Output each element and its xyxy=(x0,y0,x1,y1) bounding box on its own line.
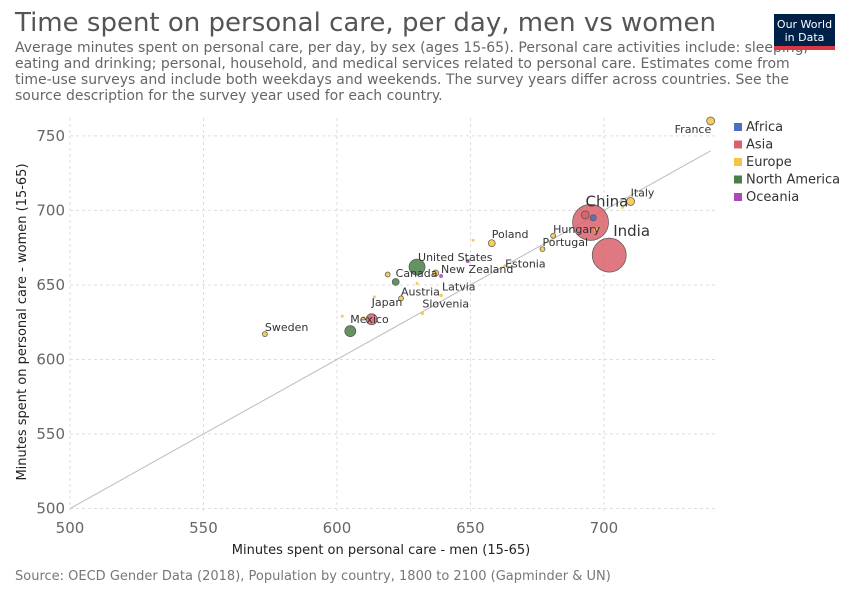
y-tick-label: 600 xyxy=(36,350,65,368)
data-point xyxy=(589,214,597,222)
point-label: Austria xyxy=(401,285,440,298)
data-point xyxy=(372,295,376,299)
data-points xyxy=(262,116,716,338)
point-label: New Zealand xyxy=(441,263,513,276)
data-point xyxy=(593,227,598,232)
grid-lines xyxy=(69,118,716,513)
point-label: France xyxy=(675,123,712,136)
legend: Africa Asia Europe North America Oceania xyxy=(734,120,840,205)
point-label: Japan xyxy=(371,296,403,309)
data-point xyxy=(439,274,444,278)
point-label: Latvia xyxy=(442,280,476,293)
chart-title: Time spent on personal care, per day, me… xyxy=(15,8,716,38)
data-point xyxy=(398,295,404,302)
x-tick-label: 700 xyxy=(590,519,619,537)
legend-swatch xyxy=(734,140,742,149)
data-point xyxy=(408,258,426,276)
point-label: China xyxy=(586,192,629,210)
data-point xyxy=(439,293,443,298)
point-label: Mexico xyxy=(350,313,389,326)
point-label: Hungary xyxy=(553,223,600,236)
data-point xyxy=(503,264,507,268)
data-point xyxy=(344,325,357,338)
data-point xyxy=(621,205,625,209)
point-label: Italy xyxy=(631,186,655,199)
our-world-in-data-logo[interactable]: Our World in Data xyxy=(774,14,835,50)
source-note: Source: OECD Gender Data (2018), Populat… xyxy=(15,569,611,584)
data-point xyxy=(706,116,716,126)
y-tick-label: 750 xyxy=(36,127,65,145)
point-label: Canada xyxy=(396,267,438,280)
x-tick-label: 500 xyxy=(56,519,85,537)
legend-item[interactable]: Oceania xyxy=(746,190,799,205)
x-tick-label: 650 xyxy=(456,519,485,537)
data-point xyxy=(626,197,635,206)
data-point xyxy=(539,246,546,253)
legend-item[interactable]: Europe xyxy=(746,155,792,170)
legend-item[interactable]: Africa xyxy=(746,120,783,135)
point-label: Estonia xyxy=(505,258,546,271)
x-tick-label: 600 xyxy=(323,519,352,537)
data-point xyxy=(580,210,590,220)
legend-item[interactable]: Asia xyxy=(746,138,773,153)
point-label: United States xyxy=(418,251,493,264)
legend-item[interactable]: North America xyxy=(746,173,840,188)
legend-swatch xyxy=(734,175,742,184)
x-axis-label: Minutes spent on personal care - men (15… xyxy=(232,543,530,558)
data-point xyxy=(391,278,400,286)
y-axis-label: Minutes spent on personal care - women (… xyxy=(15,163,30,480)
data-point xyxy=(362,316,366,320)
logo-line-2: in Data xyxy=(784,31,825,44)
y-tick-label: 650 xyxy=(36,276,65,294)
y-tick-label: 550 xyxy=(36,425,65,443)
x-axis-ticks: 500 550 600 650 700 xyxy=(56,519,619,537)
data-point xyxy=(432,269,440,277)
legend-swatch xyxy=(734,193,742,201)
data-point xyxy=(550,232,557,239)
legend-swatch xyxy=(734,123,742,131)
data-point xyxy=(471,238,475,242)
data-point xyxy=(420,311,425,316)
chart-subtitle: Average minutes spent on personal care, … xyxy=(15,40,809,104)
point-label: Sweden xyxy=(265,321,308,334)
legend-swatch xyxy=(734,158,742,166)
point-label: Poland xyxy=(492,228,529,241)
logo-line-1: Our World xyxy=(776,18,833,31)
data-point xyxy=(415,281,419,285)
data-point xyxy=(384,271,391,278)
data-point xyxy=(591,237,627,273)
y-axis-ticks: 500 550 600 650 700 750 xyxy=(36,127,65,518)
data-point xyxy=(340,314,344,318)
data-point xyxy=(487,239,496,248)
data-point xyxy=(365,313,378,326)
point-label: Portugal xyxy=(542,236,588,249)
point-label: India xyxy=(613,222,650,240)
point-label: Slovenia xyxy=(422,297,469,310)
x-tick-label: 550 xyxy=(189,519,218,537)
y-tick-label: 500 xyxy=(36,500,65,518)
data-point xyxy=(262,331,268,337)
data-point xyxy=(465,259,470,264)
y-tick-label: 700 xyxy=(36,201,65,219)
